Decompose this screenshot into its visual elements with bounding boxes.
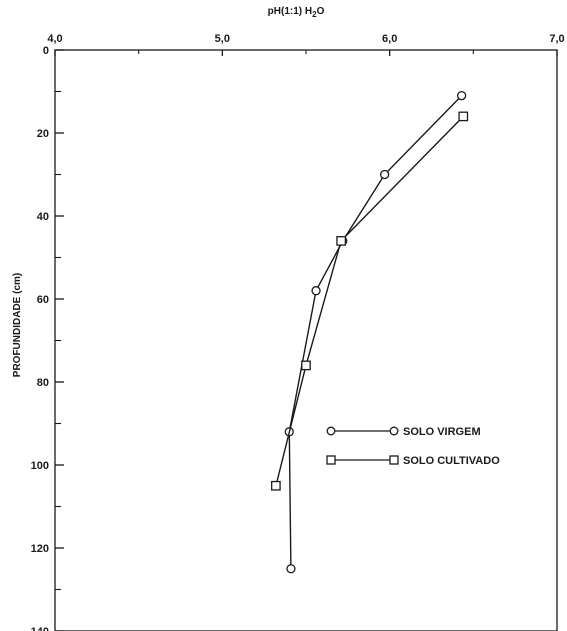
legend-marker-square-right: [389, 455, 399, 465]
y-tick-label: 100: [31, 460, 49, 472]
y-tick-label: 0: [43, 45, 49, 57]
data-point-solo-cultivado: [458, 111, 469, 122]
x-axis-ticks: 4,0 5,0 6,0 7,0: [47, 33, 565, 56]
data-point-solo-virgem: [286, 564, 296, 574]
y-tick-label: 40: [37, 211, 49, 223]
series-layer: [271, 91, 469, 574]
legend-marker-circle-right: [389, 426, 399, 436]
y-tick-label: 140: [31, 626, 49, 631]
y-axis-ticks: 0 20 40 60 80 100 120 140: [31, 45, 64, 631]
data-point-solo-cultivado: [301, 360, 311, 371]
data-point-solo-virgem: [311, 286, 321, 296]
legend: SOLO VIRGEM SOLO CULTIVADO: [326, 426, 500, 467]
data-point-solo-cultivado: [336, 236, 346, 246]
y-axis-label: PROFUNDIDADE (cm): [12, 273, 23, 377]
data-point-solo-cultivado: [271, 480, 281, 491]
series-line-solo-virgem: [288, 95, 463, 569]
x-tick-label: 4,0: [47, 33, 62, 45]
x-tick-label: 5,0: [215, 33, 230, 45]
legend-marker-circle-left: [326, 426, 336, 436]
legend-marker-square-left: [326, 455, 336, 465]
data-point-solo-virgem: [379, 169, 390, 180]
x-tick-label: 7,0: [549, 33, 564, 45]
data-point-solo-virgem: [456, 91, 467, 101]
legend-item-solo-cultivado: SOLO CULTIVADO: [326, 455, 500, 467]
legend-label-solo-virgem: SOLO VIRGEM: [403, 426, 481, 438]
x-tick-label: 6,0: [382, 33, 397, 45]
y-tick-label: 80: [37, 377, 49, 389]
series-line-solo-cultivado: [275, 115, 464, 486]
legend-label-solo-cultivado: SOLO CULTIVADO: [403, 455, 500, 467]
legend-item-solo-virgem: SOLO VIRGEM: [326, 426, 481, 438]
x-axis-label: pH(1:1) H2O: [268, 6, 325, 19]
y-tick-label: 120: [31, 543, 49, 555]
y-tick-label: 20: [37, 128, 49, 140]
y-tick-label: 60: [37, 294, 49, 306]
